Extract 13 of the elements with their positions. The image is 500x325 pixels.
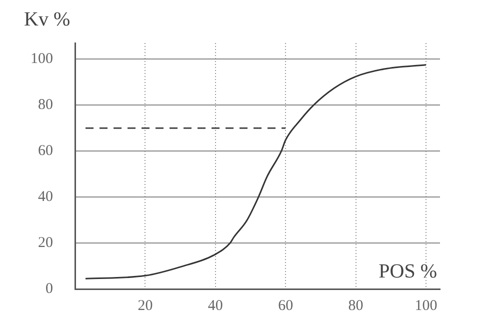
y-tick-label: 20 [38,234,53,251]
x-tick-label: 100 [414,298,438,314]
x-tick-label: 60 [278,298,294,314]
y-tick-label: 0 [46,280,53,297]
y-tick-label: 100 [30,51,53,68]
y-axis-title: Kv % [24,8,70,30]
x-tick-label: 20 [138,298,153,314]
y-tick-label: 40 [38,188,53,205]
y-tick-label: 60 [38,142,53,159]
x-tick-label: 80 [348,298,364,314]
x-axis-title: POS % [378,260,437,282]
x-tick-label: 40 [208,298,223,314]
y-tick-label: 80 [38,97,53,114]
